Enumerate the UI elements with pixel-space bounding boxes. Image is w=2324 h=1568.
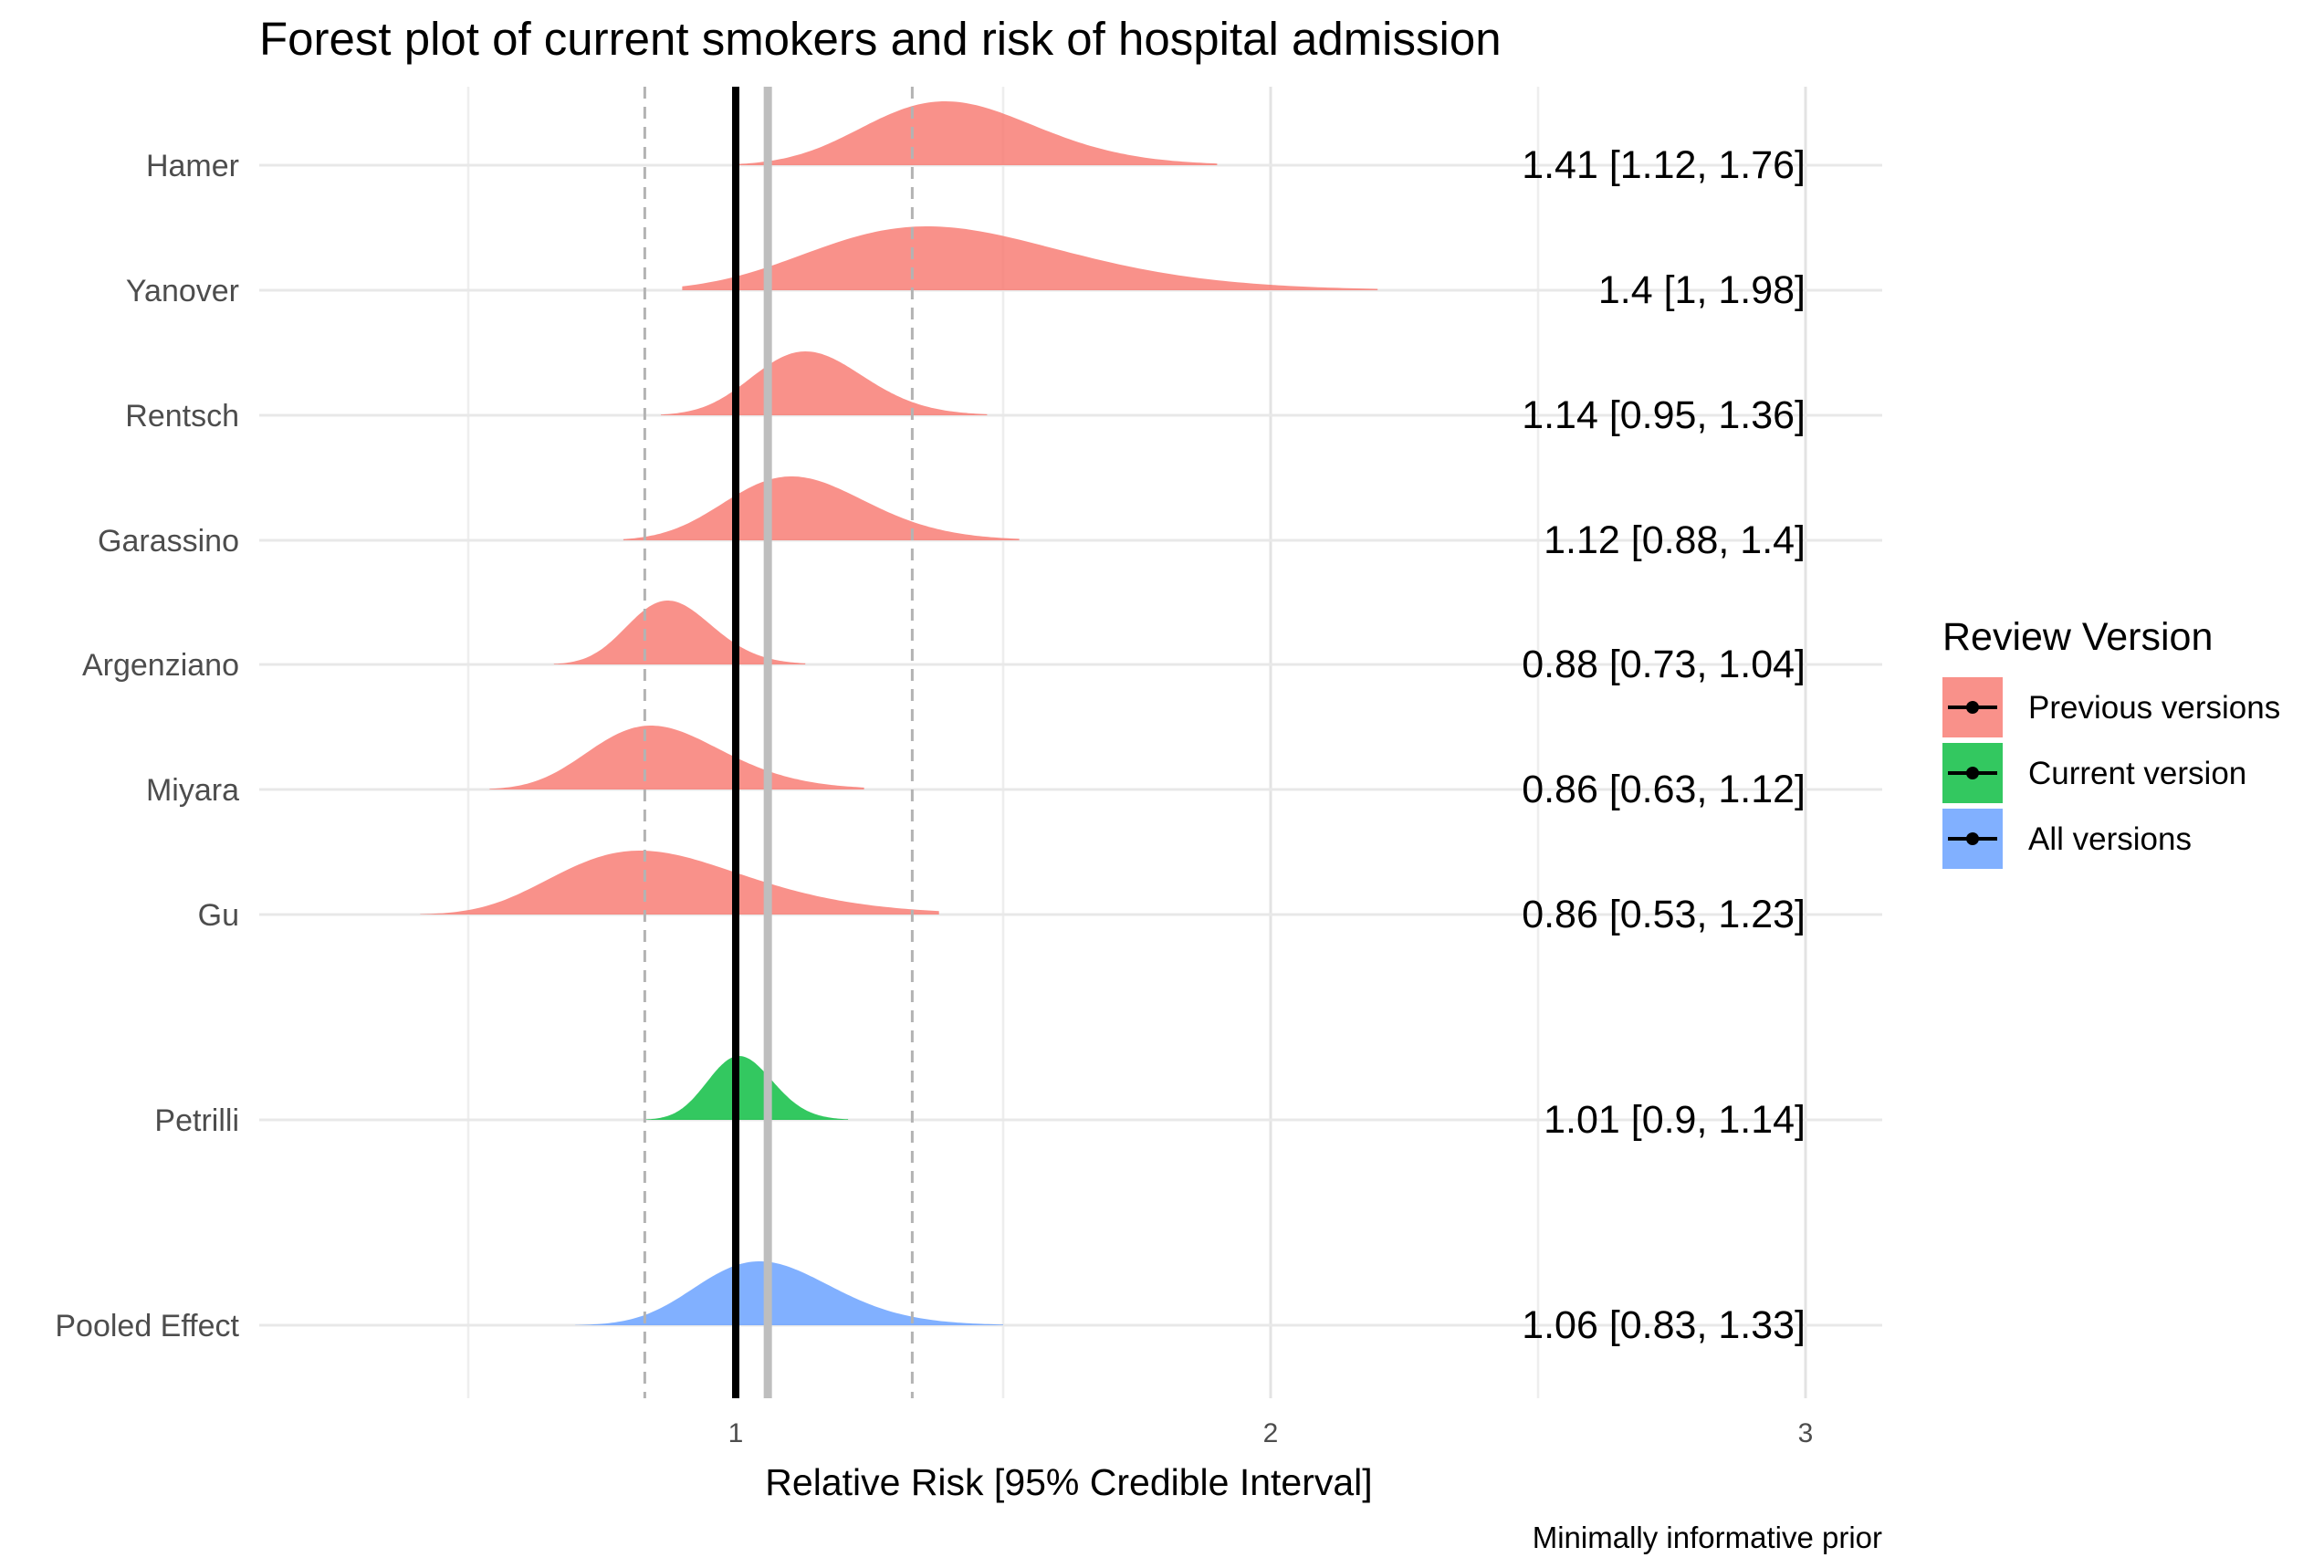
estimate-label: 0.86 [0.63, 1.12]: [1522, 768, 1806, 811]
estimate-label: 1.4 [1, 1.98]: [1598, 268, 1806, 312]
density-garassino: [623, 476, 1020, 540]
estimate-label: 0.88 [0.73, 1.04]: [1522, 643, 1806, 686]
estimate-label: 1.06 [0.83, 1.33]: [1522, 1303, 1806, 1347]
legend-label: All versions: [2028, 821, 2192, 857]
density-miyara: [489, 726, 864, 789]
row-label: Yanover: [126, 274, 239, 308]
chart-title: Forest plot of current smokers and risk …: [259, 13, 1502, 65]
row-label: Garassino: [98, 524, 239, 559]
legend-entry: All versions: [1942, 809, 2192, 869]
row-label: Argenziano: [82, 648, 239, 683]
x-tick-label: 2: [1263, 1418, 1279, 1448]
caption: Minimally informative prior: [1533, 1521, 1882, 1554]
density-hamer: [736, 101, 1218, 165]
density-petrilli: [644, 1056, 849, 1120]
density-yanover: [682, 226, 1378, 290]
estimate-label: 1.01 [0.9, 1.14]: [1544, 1098, 1806, 1142]
legend-entries: Previous versions Current version All vers…: [1942, 677, 2280, 869]
legend-label: Previous versions: [2028, 690, 2280, 726]
row-labels: Hamer Yanover Rentsch Garassino Argenziano Mi…: [55, 149, 239, 1343]
density-pooled-effect: [575, 1261, 1003, 1325]
row-label: Petrilli: [154, 1103, 239, 1138]
legend-entry: Previous versions: [1942, 677, 2280, 737]
row-label: Hamer: [146, 149, 239, 183]
x-axis-title: Relative Risk [95% Credible Interval]: [765, 1461, 1372, 1503]
legend-title: Review Version: [1942, 615, 2213, 659]
estimate-label: 1.12 [0.88, 1.4]: [1544, 518, 1806, 562]
legend-label: Current version: [2028, 756, 2246, 791]
density-argenziano: [553, 601, 806, 664]
estimate-label: 1.14 [0.95, 1.36]: [1522, 393, 1806, 437]
row-label: Pooled Effect: [55, 1309, 239, 1343]
legend-key-point: [1966, 832, 1979, 845]
density-rentsch: [661, 351, 988, 415]
estimate-label: 0.86 [0.53, 1.23]: [1522, 893, 1806, 936]
row-label: Gu: [198, 898, 239, 933]
x-tick-label: 1: [728, 1418, 744, 1448]
legend-key-point: [1966, 701, 1979, 714]
estimate-label: 1.41 [1.12, 1.76]: [1522, 143, 1806, 187]
x-axis-ticks: 1 2 3: [728, 1418, 1814, 1448]
x-tick-label: 3: [1798, 1418, 1814, 1448]
row-label: Miyara: [146, 773, 239, 808]
density-ridges: [420, 101, 1378, 1325]
legend-key-point: [1966, 767, 1979, 779]
reference-lines: [643, 87, 914, 1398]
density-gu: [420, 851, 939, 915]
estimate-labels: 1.41 [1.12, 1.76] 1.4 [1, 1.98] 1.14 [0.95…: [1522, 143, 1806, 1347]
legend: Review Version Previous versions Current …: [1942, 615, 2280, 869]
row-label: Rentsch: [125, 399, 239, 434]
legend-entry: Current version: [1942, 743, 2246, 803]
